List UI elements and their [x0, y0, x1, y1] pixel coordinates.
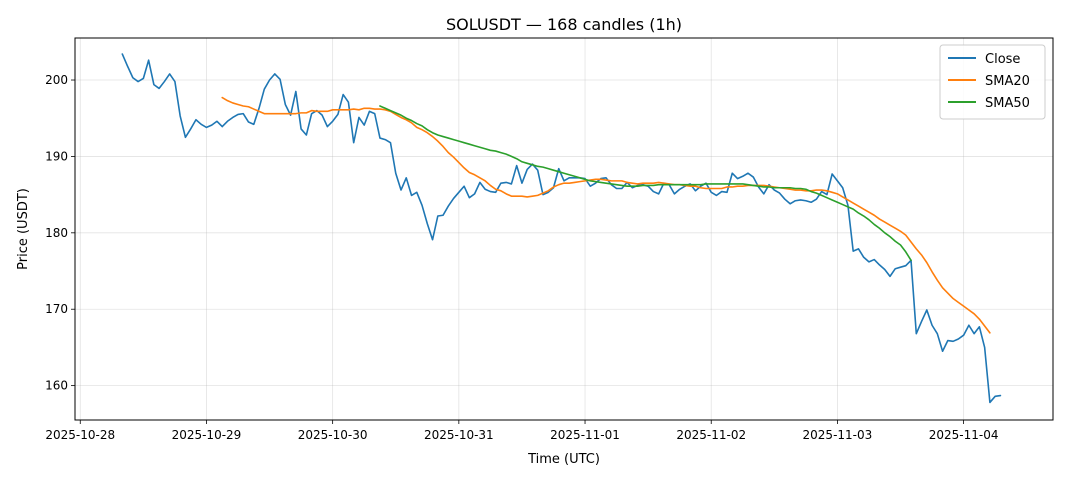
y-axis: 160 170 180 190 200 — [45, 73, 75, 393]
series-line-sma20 — [221, 96, 991, 334]
y-tick-label: 180 — [45, 226, 68, 240]
legend: Close SMA20 SMA50 — [939, 44, 1046, 120]
x-tick-label: 2025-11-03 — [803, 428, 873, 442]
plot-frame — [74, 37, 1054, 421]
x-tick-label: 2025-11-04 — [929, 428, 999, 442]
x-tick-label: 2025-11-02 — [676, 428, 746, 442]
legend-box — [939, 44, 1046, 120]
series-layer — [121, 53, 1002, 404]
y-tick-label: 170 — [45, 302, 68, 316]
chart-title: SOLUSDT — 168 candles (1h) — [446, 15, 682, 34]
x-tick-label: 2025-11-01 — [550, 428, 620, 442]
series-line-close — [121, 53, 1002, 404]
legend-label-sma50: SMA50 — [985, 96, 1030, 111]
x-axis: 2025-10-28 2025-10-29 2025-10-30 2025-10-31… — [45, 420, 998, 442]
y-tick-label: 160 — [45, 379, 68, 393]
series-line-sma50 — [379, 105, 912, 262]
x-tick-label: 2025-10-30 — [298, 428, 368, 442]
x-axis-label: Time (UTC) — [527, 452, 600, 467]
x-tick-label: 2025-10-28 — [45, 428, 115, 442]
y-tick-label: 190 — [45, 149, 68, 163]
grid — [75, 38, 1053, 420]
x-tick-label: 2025-10-29 — [172, 428, 242, 442]
x-tick-label: 2025-10-31 — [424, 428, 494, 442]
y-tick-label: 200 — [45, 73, 68, 87]
y-axis-label: Price (USDT) — [16, 188, 31, 270]
legend-label-close: Close — [985, 52, 1020, 67]
legend-label-sma20: SMA20 — [985, 74, 1030, 89]
